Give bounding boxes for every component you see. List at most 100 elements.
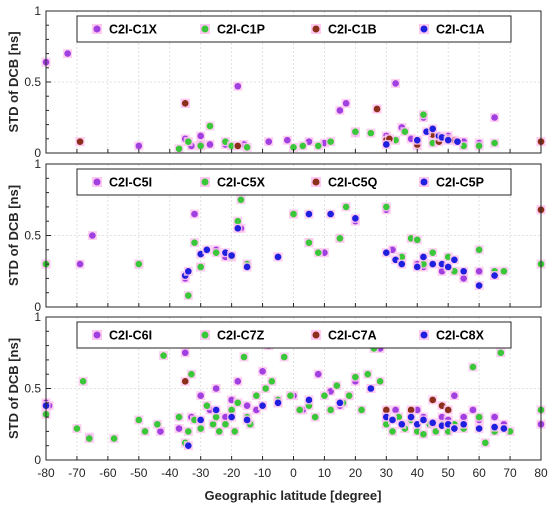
data-point-c2i-c7z: [497, 349, 505, 357]
data-point-c2i-c1x: [491, 114, 498, 121]
data-point-c2i-c8x: [212, 406, 220, 414]
data-point-c2i-c7z: [506, 428, 514, 435]
data-point-c2i-c8x: [367, 385, 375, 392]
y-tick-label: 1: [34, 4, 41, 18]
data-point-c2i-c5x: [500, 267, 508, 275]
data-point-c2i-c8x: [383, 413, 390, 421]
x-axis-title: Geographic latitude [degree]: [205, 488, 382, 503]
data-point-c2i-c1x: [392, 80, 399, 87]
legend-label: C2I-C5X: [217, 176, 266, 190]
data-point-c2i-c1p: [491, 139, 498, 147]
x-tick-label: 40: [411, 466, 425, 480]
data-point-c2i-c7z: [444, 428, 452, 435]
data-point-c2i-c5p: [243, 263, 251, 271]
data-point-c2i-c7a: [407, 406, 415, 414]
legend-label: C2I-C7Z: [217, 329, 265, 343]
data-point-c2i-c5x: [429, 249, 437, 256]
data-point-c2i-c1p: [392, 136, 399, 144]
legend-label: C2I-C6I: [109, 329, 152, 343]
data-point-c2i-c8x: [407, 413, 415, 421]
data-point-c2i-c1p: [327, 138, 334, 145]
data-point-c2i-c7z: [333, 382, 341, 389]
data-point-c2i-c7z: [345, 392, 353, 399]
y-axis-title: STD of DCB [ns]: [6, 185, 21, 286]
data-point-c2i-c1b: [373, 105, 381, 113]
data-point-c2i-c1p: [401, 128, 409, 135]
y-axis-title: STD of DCB [ns]: [6, 31, 21, 132]
data-point-c2i-c7z: [475, 413, 483, 421]
x-tick-label: 0: [290, 466, 297, 480]
data-point-c2i-c7z: [389, 428, 396, 435]
data-point-c2i-c7z: [268, 378, 276, 385]
x-tick-label: -60: [99, 466, 117, 480]
data-point-c2i-c7z: [352, 373, 359, 381]
data-point-c2i-c5x: [185, 292, 192, 299]
data-point-c2i-c1p: [175, 145, 183, 153]
data-point-c2i-c8x: [398, 420, 406, 428]
data-point-c2i-c7a: [383, 406, 390, 414]
data-point-c2i-c5x: [413, 236, 421, 244]
data-point-c2i-c6i: [460, 413, 467, 421]
data-point-c2i-c5p: [234, 225, 242, 232]
data-point-c2i-c8x: [336, 399, 344, 407]
data-point-c2i-c1x: [336, 107, 344, 114]
legend-label: C2I-C8X: [436, 329, 485, 343]
data-point-c2i-c8x: [444, 420, 452, 428]
data-point-c2i-c1b: [181, 100, 189, 107]
data-point-c2i-c5i: [321, 249, 328, 256]
legend-label: C2I-C1A: [436, 23, 485, 37]
data-point-c2i-c5x: [451, 267, 458, 275]
data-point-c2i-c5x: [212, 249, 220, 256]
data-point-c2i-c6i: [259, 368, 266, 375]
legend-label: C2I-C1X: [109, 23, 158, 37]
data-point-c2i-c5x: [420, 260, 427, 268]
data-point-c2i-c5p: [228, 252, 235, 259]
chart-panel-3: 0 0.5 1 STD of DCB [ns] C2I-C6I C2I-C7Z C2I-C7…: [6, 310, 548, 480]
data-point-c2i-c5p: [352, 215, 359, 222]
legend-marker: [420, 331, 428, 339]
data-point-c2i-c6i: [228, 396, 235, 404]
data-point-c2i-c7z: [135, 416, 143, 424]
data-point-c2i-c1p: [475, 142, 483, 150]
legend-label: C2I-C1B: [328, 23, 377, 37]
y-tick-label: 1: [34, 157, 41, 171]
data-point-c2i-c5x: [234, 217, 242, 225]
legend-marker: [93, 25, 101, 33]
data-point-c2i-c8x: [228, 413, 235, 421]
data-point-c2i-c7z: [482, 439, 489, 447]
data-point-c2i-c6i: [175, 425, 183, 432]
data-point-c2i-c1p: [299, 142, 307, 150]
data-point-c2i-c1p: [420, 111, 427, 118]
legend-label: C2I-C7A: [328, 329, 377, 343]
data-point-c2i-c5x: [197, 263, 204, 271]
y-tick-label: 0: [34, 146, 41, 160]
legend-marker: [201, 331, 209, 339]
data-point-c2i-c1a: [413, 136, 421, 144]
legend-label: C2I-C5Q: [328, 176, 378, 190]
data-point-c2i-c5x: [314, 249, 322, 256]
data-point-c2i-c6i: [469, 406, 477, 414]
data-point-c2i-c1p: [222, 138, 229, 145]
data-point-c2i-c7z: [253, 392, 260, 399]
data-point-c2i-c7z: [432, 428, 440, 435]
data-point-c2i-c1x: [206, 141, 214, 148]
data-point-c2i-c1p: [228, 142, 235, 150]
data-point-c2i-c8x: [420, 416, 427, 424]
data-point-c2i-c6i: [212, 385, 220, 392]
legend-marker: [93, 178, 101, 186]
data-point-c2i-c6i: [327, 388, 334, 395]
legend-label: C2I-C5P: [436, 176, 484, 190]
data-point-c2i-c5p: [305, 210, 313, 218]
data-point-c2i-c8x: [460, 420, 467, 428]
data-point-c2i-c6i: [234, 378, 242, 385]
data-point-c2i-c8x: [438, 422, 446, 429]
data-point-c2i-c5x: [398, 253, 406, 261]
data-point-c2i-c8x: [429, 419, 437, 427]
x-tick-label: -20: [223, 466, 241, 480]
data-point-c2i-c5p: [327, 210, 334, 218]
legend-marker: [201, 25, 209, 33]
data-point-c2i-c7a: [181, 378, 189, 385]
